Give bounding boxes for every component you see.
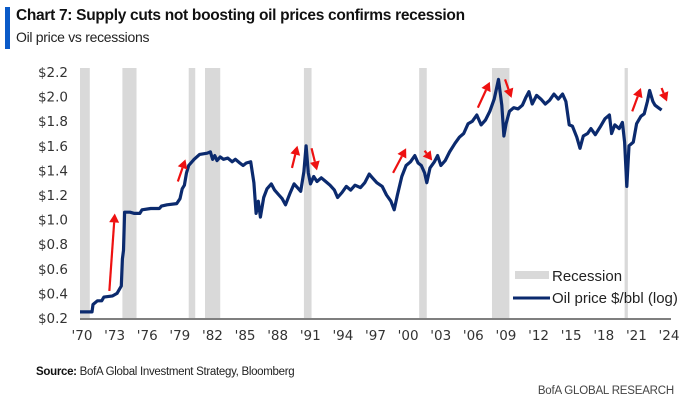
x-tick-label: '91 — [300, 328, 321, 344]
chart-subtitle: Oil price vs recessions — [16, 29, 150, 45]
chart-title: Chart 7: Supply cuts not boosting oil pr… — [16, 7, 465, 24]
y-axis-ticks: $0.2 $0.4 $0.6 $0.8 $1.0 $1.2 $1.4 $1.6 $1.8 $2.0… — [38, 65, 68, 327]
arrow-down-annotation — [503, 79, 514, 98]
recession-band — [80, 68, 90, 318]
arrow-up-annotation — [290, 145, 301, 169]
arrow-up-annotation — [476, 81, 491, 109]
x-axis-ticks: '70 '73 '76 '79 '82 '85 '88 '91 '94 '97 '00 '03 '06 '… — [72, 328, 680, 344]
arrow-up-annotation — [176, 159, 188, 182]
arrow-down-annotation — [309, 147, 320, 171]
legend: Recession Oil price $/bbl (log) — [513, 268, 678, 307]
x-tick-label: '21 — [626, 328, 647, 344]
x-tick-label: '85 — [235, 328, 256, 344]
recession-band — [122, 68, 137, 318]
x-tick-label: '12 — [528, 328, 549, 344]
x-tick-label: '82 — [202, 328, 223, 344]
arrow-down-annotation — [659, 87, 669, 102]
recession-band — [624, 68, 628, 318]
y-tick-label: $2.2 — [38, 65, 68, 81]
x-tick-label: '18 — [593, 328, 614, 344]
arrow-down-annotation — [422, 150, 433, 161]
source-note: Source: BofA Global Investment Strategy,… — [36, 366, 295, 378]
x-tick-label: '97 — [365, 328, 386, 344]
y-tick-label: $1.8 — [38, 114, 68, 130]
y-tick-label: $2.0 — [38, 90, 68, 106]
annotation-arrows — [108, 79, 669, 292]
y-tick-label: $1.2 — [38, 188, 68, 204]
arrow-up-annotation — [108, 213, 120, 292]
y-tick-label: $1.4 — [38, 163, 68, 179]
oil-price-line — [80, 77, 663, 314]
recession-band — [188, 68, 196, 318]
brand-label: BofA GLOBAL RESEARCH — [537, 385, 674, 397]
x-tick-label: '76 — [137, 328, 158, 344]
recession-bands — [80, 68, 628, 318]
legend-recession-label: Recession — [552, 268, 622, 285]
source-text: BofA Global Investment Strategy, Bloombe… — [79, 366, 295, 378]
x-tick-label: '88 — [267, 328, 288, 344]
y-tick-label: $0.8 — [38, 237, 68, 253]
y-tick-label: $0.6 — [38, 262, 68, 278]
arrow-up-annotation — [392, 148, 407, 174]
x-tick-label: '24 — [659, 328, 680, 344]
x-tick-label: '79 — [169, 328, 190, 344]
y-tick-label: $0.4 — [38, 286, 68, 302]
source-label: Source: — [36, 366, 77, 378]
legend-line-label: Oil price $/bbl (log) — [552, 290, 678, 307]
recession-band — [419, 68, 427, 318]
x-tick-label: '03 — [430, 328, 451, 344]
y-tick-label: $1.6 — [38, 139, 68, 155]
title-accent-bar — [5, 7, 10, 49]
x-tick-label: '94 — [332, 328, 353, 344]
x-tick-label: '06 — [463, 328, 484, 344]
y-tick-label: $1.0 — [38, 213, 68, 229]
x-tick-label: '73 — [104, 328, 125, 344]
x-tick-label: '70 — [72, 328, 93, 344]
recession-band — [303, 68, 312, 318]
arrow-up-annotation — [631, 87, 643, 112]
legend-recession-swatch — [515, 271, 549, 279]
y-tick-label: $0.2 — [38, 311, 68, 327]
recession-band — [205, 68, 221, 318]
x-tick-label: '15 — [561, 328, 582, 344]
x-tick-label: '09 — [495, 328, 516, 344]
x-tick-label: '00 — [398, 328, 419, 344]
